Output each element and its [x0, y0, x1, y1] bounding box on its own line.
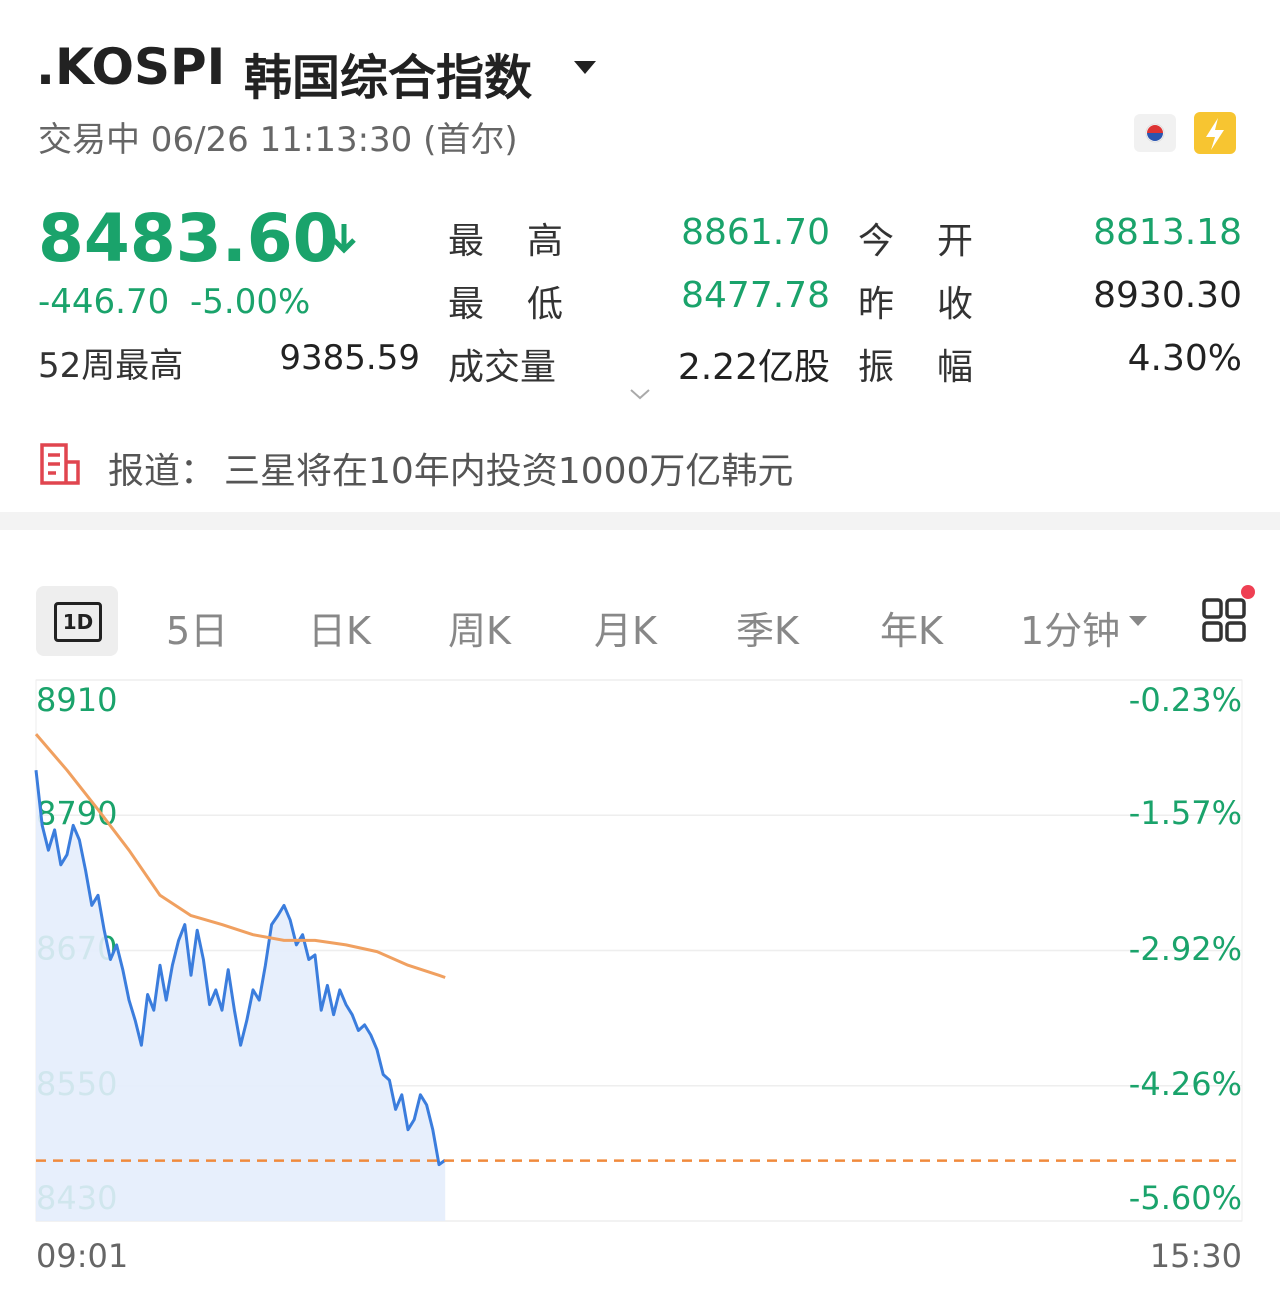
stat-label: 最低	[448, 284, 563, 325]
price: 8483.60	[38, 200, 339, 277]
tab[interactable]: 月K	[594, 609, 657, 653]
divider	[0, 512, 1280, 530]
y2-tick-label: -5.60%	[1129, 1179, 1242, 1217]
stat-value: 2.22亿股	[677, 347, 830, 388]
down-arrow	[332, 224, 356, 254]
y2-tick-label: -4.26%	[1129, 1065, 1242, 1103]
symbol: .KOSPI	[36, 38, 226, 96]
stat-label: 最高	[448, 221, 563, 262]
y2-tick-label: -1.57%	[1129, 794, 1242, 832]
stat-label: 振幅	[858, 347, 973, 388]
stat-label: 成交量	[448, 347, 557, 388]
change-pct: -5.00%	[190, 282, 311, 322]
index-name[interactable]: 韩国综合指数	[244, 50, 533, 106]
dropdown-icon[interactable]	[1128, 614, 1148, 628]
stat-value: 8477.78	[681, 275, 830, 316]
stat-value: 8861.70	[681, 212, 830, 253]
y2-tick-label: -2.92%	[1129, 930, 1242, 968]
stat-value: 9385.59	[279, 338, 420, 378]
stat-label: 今开	[858, 221, 973, 262]
y2-tick-label: -0.23%	[1129, 681, 1242, 719]
stat-label: 昨收	[858, 284, 973, 325]
tab-selected-bg	[36, 586, 118, 656]
dropdown-icon[interactable]	[572, 58, 598, 76]
layout-icon[interactable]	[1200, 582, 1262, 644]
tab[interactable]: 1D	[54, 602, 102, 642]
tab[interactable]: 1分钟	[1020, 609, 1121, 653]
badges	[1134, 112, 1236, 154]
y-tick-label: 8910	[36, 681, 117, 719]
change: -446.70	[38, 282, 170, 322]
tab[interactable]: 季K	[736, 609, 799, 653]
tab[interactable]: 5日	[166, 609, 229, 653]
y-tick-label: 8790	[36, 794, 117, 832]
tab[interactable]: 年K	[880, 609, 943, 653]
expand-icon[interactable]	[628, 386, 652, 402]
news-icon	[40, 443, 80, 485]
x-tick-label: 15:30	[1150, 1237, 1242, 1275]
news-text[interactable]: 三星将在10年内投资1000万亿韩元	[224, 451, 794, 492]
stat-label: 52周最高	[38, 346, 184, 386]
stat-value: 4.30%	[1127, 338, 1242, 379]
tab[interactable]: 日K	[308, 609, 371, 653]
status: 交易中 06/26 11:13:30 (首尔)	[38, 120, 518, 160]
tab[interactable]: 周K	[448, 609, 511, 653]
stat-value: 8930.30	[1093, 275, 1242, 316]
area	[36, 770, 446, 1221]
stat-value: 8813.18	[1093, 212, 1242, 253]
chart: 89108790867085508430-0.23%-1.57%-2.92%-4…	[34, 679, 1243, 1275]
line	[34, 770, 447, 1167]
line	[34, 733, 446, 979]
news-prefix: 报道：	[108, 451, 217, 492]
x-tick-label: 09:01	[36, 1237, 128, 1275]
